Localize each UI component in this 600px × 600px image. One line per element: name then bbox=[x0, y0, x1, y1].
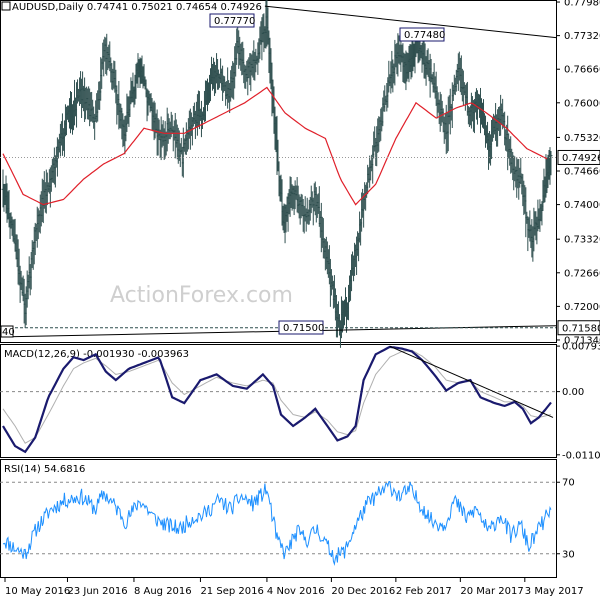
rsi-tick-label: 30 bbox=[562, 549, 575, 560]
moving-average-line bbox=[2, 86, 548, 206]
rsi-line bbox=[2, 480, 552, 566]
annotation-box bbox=[278, 320, 324, 335]
annotation-box bbox=[399, 27, 445, 42]
annotation-label: 0.77770 bbox=[214, 16, 255, 27]
support-price-box bbox=[557, 320, 600, 336]
annotation-label: 0.71500 bbox=[283, 323, 324, 334]
annotation-box bbox=[209, 13, 255, 28]
macd-trendline bbox=[389, 345, 554, 418]
watermark-text: ActionForex.com bbox=[110, 283, 293, 308]
macd-pane: MACD(12,26,9) -0.001930 -0.0039630.00793… bbox=[0, 342, 600, 461]
pane-frame-1 bbox=[0, 344, 557, 458]
support-price-label: 0.71580 bbox=[562, 323, 600, 334]
rsi-title: RSI(14) 54.6816 bbox=[4, 464, 85, 475]
chart-toggle-icon[interactable] bbox=[1, 1, 11, 11]
ohlc-bar bbox=[549, 151, 553, 176]
left-edge-label: 40 bbox=[2, 327, 15, 338]
price-annotation: 0.71500 bbox=[278, 320, 324, 335]
macd-tick-label: 0.007933 bbox=[562, 342, 600, 353]
macd-tick-label: 0.00 bbox=[562, 387, 584, 398]
pane-frame-2 bbox=[0, 459, 557, 578]
macd-tick-label: -0.011017 bbox=[562, 450, 600, 461]
last-price-box bbox=[557, 149, 600, 165]
upper-trendline bbox=[264, 5, 557, 39]
last-price-label: 0.74926 bbox=[562, 153, 600, 164]
x-tick-label: 2 Feb 2017 bbox=[396, 586, 452, 597]
x-tick-label: 3 May 2017 bbox=[525, 586, 584, 597]
macd-line bbox=[2, 345, 552, 454]
x-tick-label: 23 Jun 2016 bbox=[67, 586, 127, 597]
rsi-tick-label: 70 bbox=[562, 478, 575, 489]
x-tick-label: 20 Dec 2016 bbox=[331, 586, 395, 597]
rsi-pane: RSI(14) 54.6816 70 30 bbox=[0, 464, 575, 566]
x-tick-label: 10 May 2016 bbox=[5, 586, 70, 597]
price-annotation: 0.77770 bbox=[209, 13, 255, 28]
left-edge-box bbox=[0, 325, 14, 338]
price-annotation: 0.77480 bbox=[399, 27, 445, 42]
x-tick-label: 20 Mar 2017 bbox=[460, 586, 523, 597]
annotation-label: 0.77480 bbox=[404, 30, 445, 41]
symbol-header: AUDUSD,Daily 0.74741 0.75021 0.74654 0.7… bbox=[12, 2, 262, 13]
x-tick-label: 21 Sep 2016 bbox=[200, 586, 263, 597]
x-tick-label: 8 Aug 2016 bbox=[134, 586, 192, 597]
ohlc-bars bbox=[1, 0, 553, 348]
x-tick-label: 4 Nov 2016 bbox=[267, 586, 325, 597]
